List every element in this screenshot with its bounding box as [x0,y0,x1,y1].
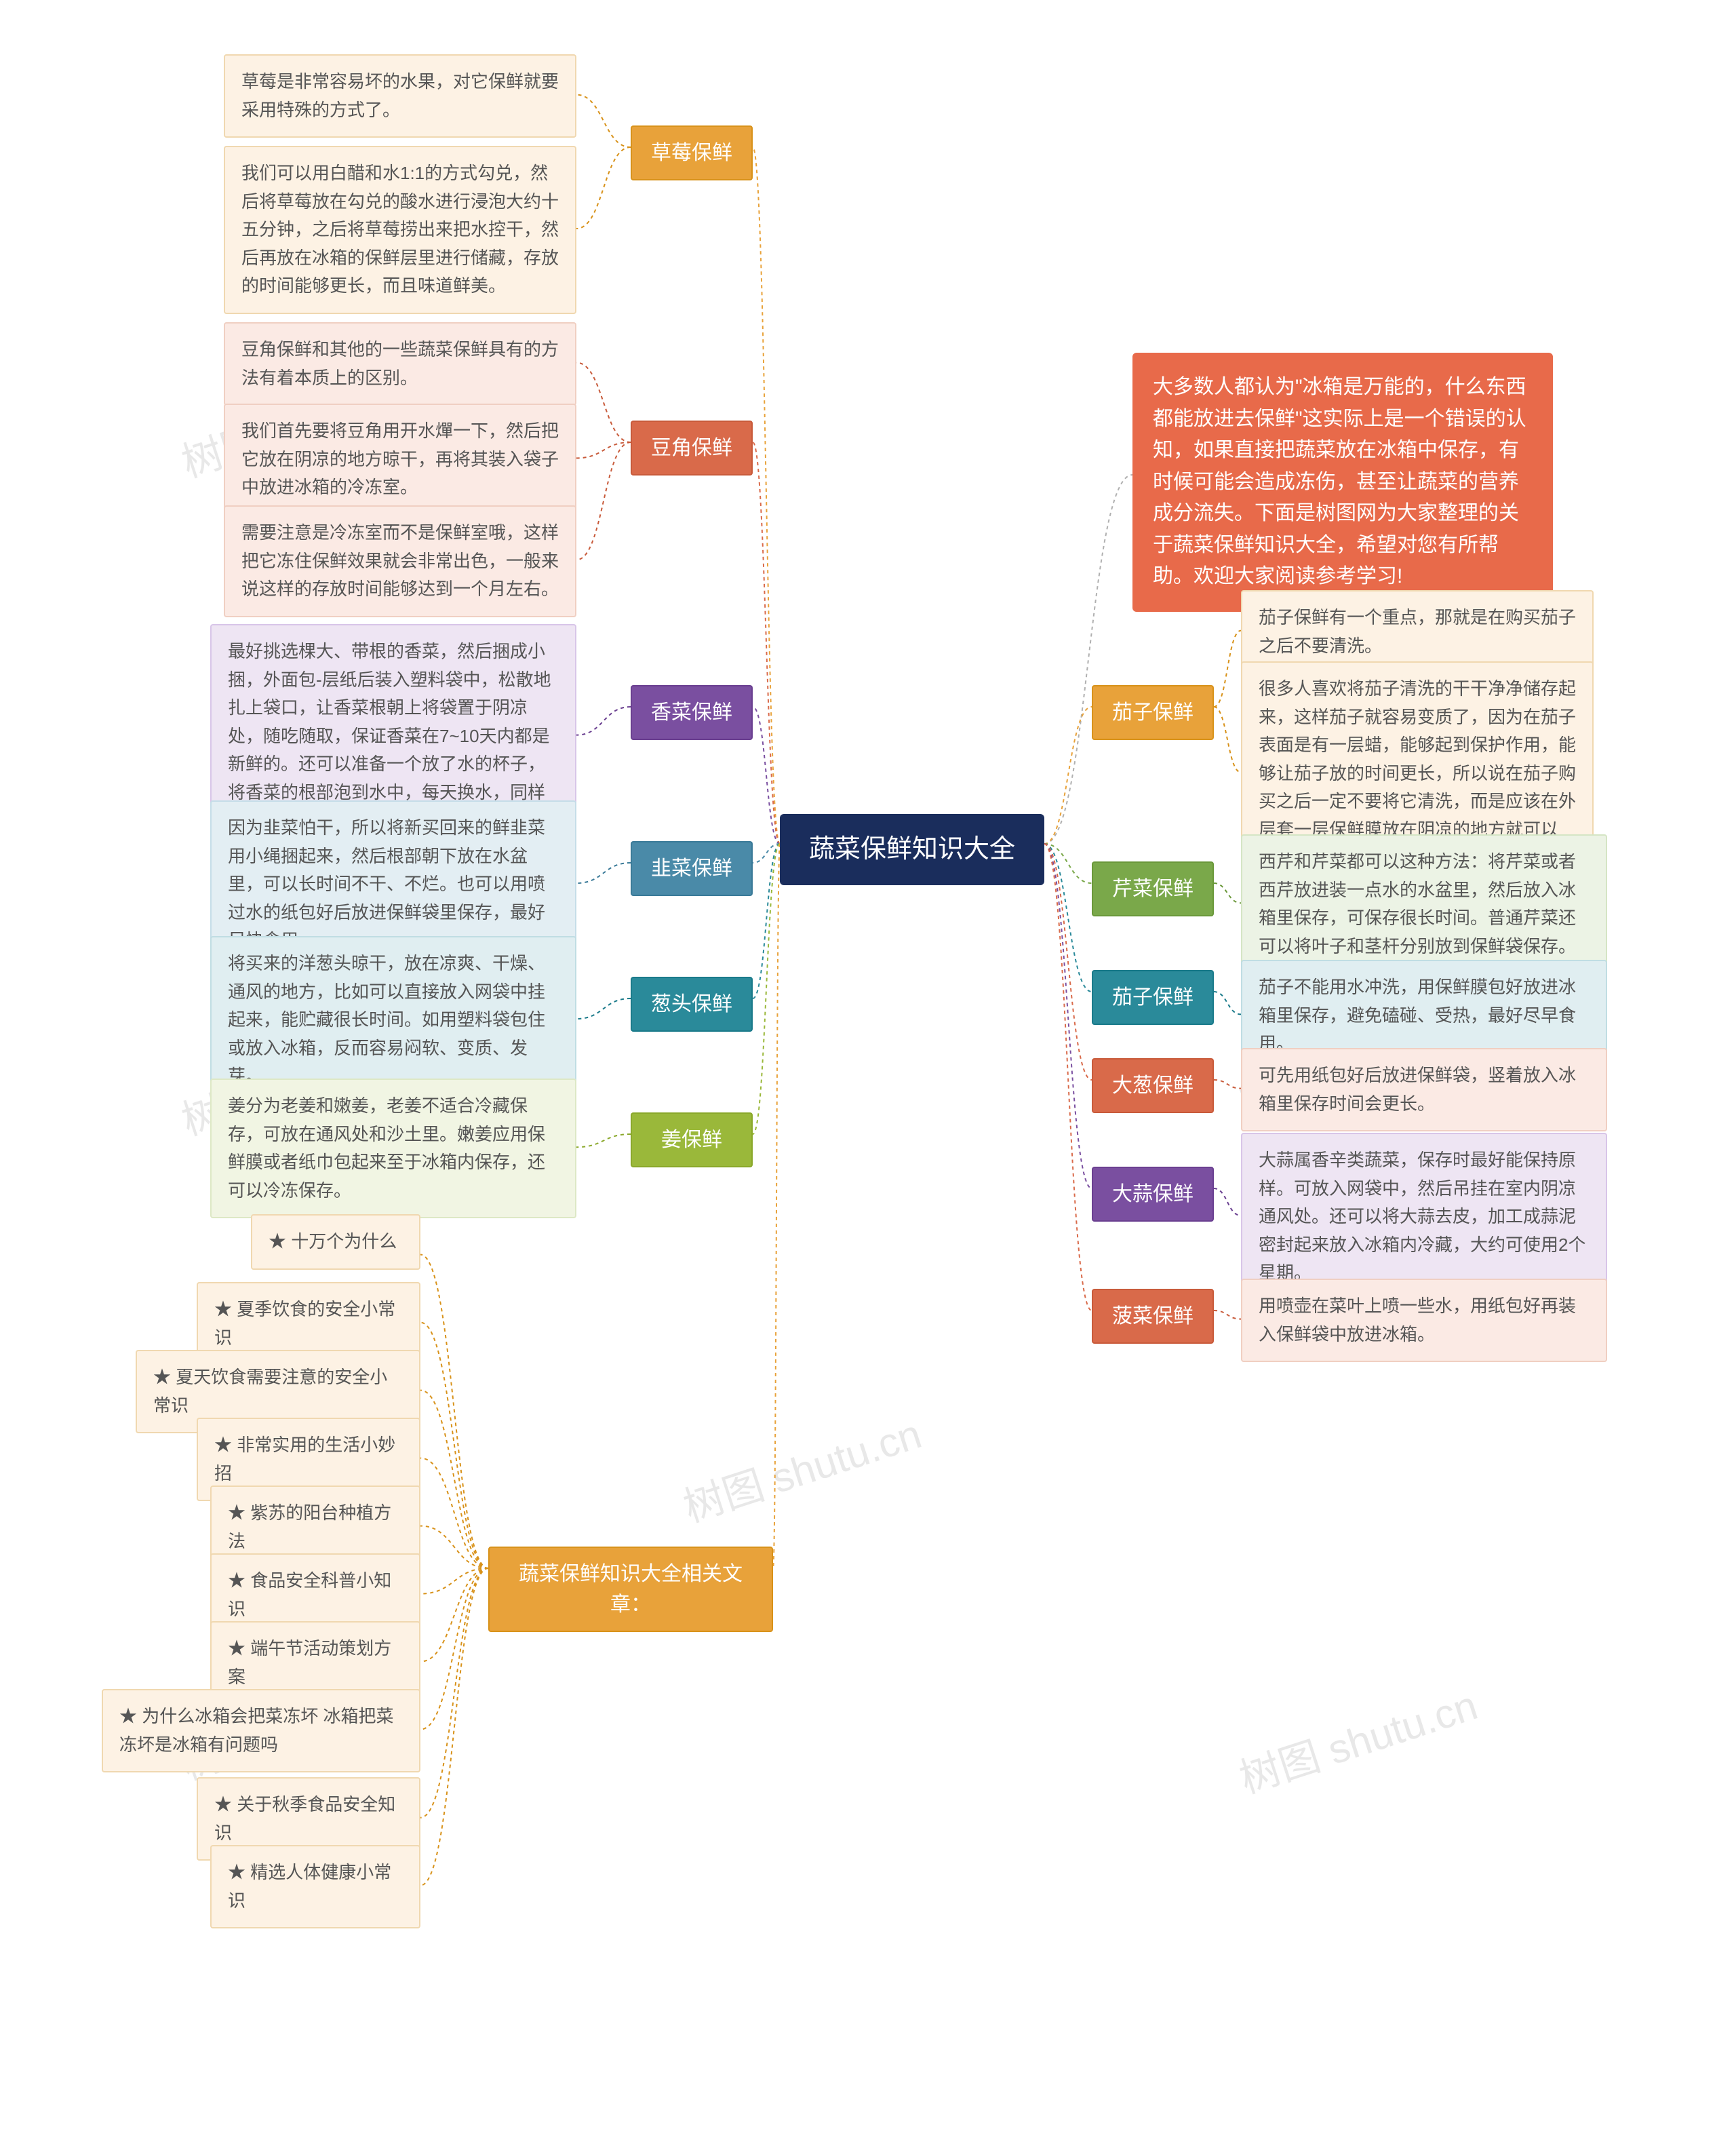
topic-ginger: 姜保鲜 [631,1112,753,1167]
topic-garlic: 大蒜保鲜 [1092,1167,1214,1222]
leaf-related-9: ★ 精选人体健康小常识 [210,1845,420,1928]
leaf-spinach-0: 用喷壶在菜叶上喷一些水，用纸包好再装入保鲜袋中放进冰箱。 [1241,1279,1607,1362]
topic-related: 蔬菜保鲜知识大全相关文章： [488,1547,773,1632]
topic-strawberry: 草莓保鲜 [631,125,753,180]
topic-celery: 芹菜保鲜 [1092,861,1214,916]
center-node: 蔬菜保鲜知识大全 [780,814,1044,885]
leaf-ginger-0: 姜分为老姜和嫩姜，老姜不适合冷藏保存，可放在通风处和沙土里。嫩姜应用保鲜膜或者纸… [210,1079,576,1218]
leaf-strawberry-0: 草莓是非常容易坏的水果，对它保鲜就要采用特殊的方式了。 [224,54,576,138]
leaf-scallion-0: 可先用纸包好后放进保鲜袋，竖着放入冰箱里保存时间会更长。 [1241,1048,1607,1131]
watermark: 树图 shutu.cn [1231,1673,1484,1805]
leaf-related-0: ★ 十万个为什么 [251,1214,420,1270]
leaf-bean-2: 需要注意是冷冻室而不是保鲜室哦，这样把它冻住保鲜效果就会非常出色，一般来说这样的… [224,505,576,617]
leaf-related-7: ★ 为什么冰箱会把菜冻坏 冰箱把菜冻坏是冰箱有问题吗 [102,1689,420,1772]
leaf-bean-1: 我们首先要将豆角用开水燀一下，然后把它放在阴凉的地方晾干，再将其装入袋子中放进冰… [224,404,576,516]
intro-box: 大多数人都认为"冰箱是万能的，什么东西都能放进去保鲜"这实际上是一个错误的认知，… [1132,353,1553,612]
topic-chive: 韭菜保鲜 [631,841,753,896]
topic-eggplant2: 茄子保鲜 [1092,970,1214,1025]
topic-spinach: 菠菜保鲜 [1092,1289,1214,1344]
watermark: 树图 shutu.cn [675,1401,928,1534]
topic-coriander: 香菜保鲜 [631,685,753,740]
topic-eggplant: 茄子保鲜 [1092,685,1214,740]
topic-bean: 豆角保鲜 [631,421,753,475]
leaf-strawberry-1: 我们可以用白醋和水1:1的方式勾兑，然后将草莓放在勾兑的酸水进行浸泡大约十五分钟… [224,146,576,314]
leaf-bean-0: 豆角保鲜和其他的一些蔬菜保鲜具有的方法有着本质上的区别。 [224,322,576,406]
topic-scallion: 大葱保鲜 [1092,1058,1214,1113]
topic-onion: 葱头保鲜 [631,977,753,1032]
leaf-celery-0: 西芹和芹菜都可以这种方法：将芹菜或者西芹放进装一点水的水盆里，然后放入冰箱里保存… [1241,834,1607,974]
leaf-garlic-0: 大蒜属香辛类蔬菜，保存时最好能保持原样。可放入网袋中，然后吊挂在室内阴凉通风处。… [1241,1133,1607,1301]
